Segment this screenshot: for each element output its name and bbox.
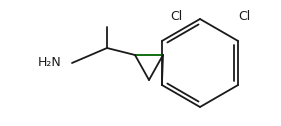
Text: Cl: Cl <box>170 10 182 23</box>
Text: H₂N: H₂N <box>38 56 62 70</box>
Text: Cl: Cl <box>238 10 250 23</box>
